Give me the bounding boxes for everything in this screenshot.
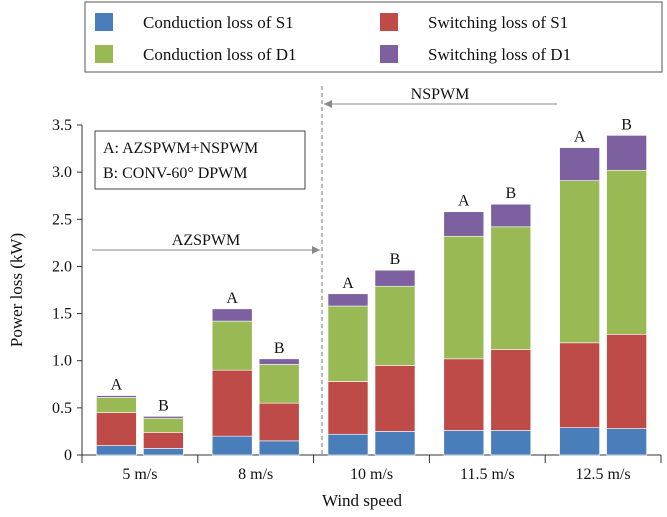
legend-swatch-4	[380, 45, 398, 63]
legend-label-1: Conduction loss of S1	[143, 13, 294, 32]
bar-segment	[374, 285, 416, 366]
bar-segment	[96, 395, 137, 398]
y-tick-label: 3.0	[52, 164, 72, 181]
bar-segment	[258, 440, 300, 456]
bar-segment	[211, 369, 253, 437]
bar-segment	[258, 364, 300, 404]
bar-segment	[211, 435, 253, 456]
y-tick-label: 1.0	[52, 353, 72, 370]
legend: Conduction loss of S1 Switching loss of S…	[84, 1, 663, 73]
bar-segment	[606, 169, 647, 335]
bar-segment	[606, 334, 647, 429]
x-tick-label: 8 m/s	[238, 466, 273, 483]
bar-label-a: A	[574, 129, 586, 146]
legend-label-4: Switching loss of D1	[428, 45, 571, 64]
y-tick-label: 2.0	[52, 258, 72, 275]
scheme-b-label: B: CONV-60° DPWM	[103, 165, 248, 182]
bar-segment	[374, 431, 416, 456]
x-tick-label: 12.5 m/s	[576, 466, 631, 483]
legend-label-2: Switching loss of S1	[428, 13, 568, 32]
bar-segment	[374, 269, 416, 287]
bar-segment	[143, 432, 184, 449]
bar-segment	[443, 235, 485, 360]
bar-label-b: B	[274, 340, 285, 357]
bar-label-a: A	[458, 193, 470, 210]
bar-label-b: B	[505, 185, 516, 202]
bar-segment	[327, 293, 369, 307]
scheme-legend-frame	[94, 130, 306, 190]
bar-segment	[490, 226, 532, 350]
bar-segment	[606, 135, 647, 171]
bar-segment	[143, 448, 184, 456]
bar-label-a: A	[111, 377, 123, 394]
bar-segment	[96, 412, 137, 446]
x-axis-title: Wind speed	[322, 491, 403, 510]
y-tick-label: 0	[64, 447, 72, 464]
bar-segment	[96, 397, 137, 413]
bar-label-b: B	[621, 116, 632, 133]
bar-segment	[559, 147, 600, 181]
bar-label-a: A	[226, 290, 238, 307]
azspwm-arrow	[92, 246, 320, 254]
legend-label-3: Conduction loss of D1	[143, 45, 296, 64]
legend-swatch-2	[380, 13, 398, 31]
bar-segment	[96, 445, 137, 456]
y-tick-label: 1.5	[52, 306, 72, 323]
x-tick-label: 10 m/s	[350, 466, 393, 483]
y-tick-label: 2.5	[52, 211, 72, 228]
bar-segment	[559, 427, 600, 456]
y-axis-title: Power loss (kW)	[7, 233, 26, 347]
bar-segment	[374, 365, 416, 432]
bar-segment	[490, 349, 532, 431]
bar-label-b: B	[390, 251, 401, 268]
bar-segment	[258, 358, 300, 365]
bar-label-a: A	[342, 275, 354, 292]
bar-segment	[211, 320, 253, 371]
bar-segment	[490, 430, 532, 456]
scheme-legend-box: A: AZSPWM+NSPWM B: CONV-60° DPWM	[94, 130, 306, 190]
scheme-a-label: A: AZSPWM+NSPWM	[103, 140, 258, 157]
bar-segment	[327, 381, 369, 435]
nspwm-arrow	[324, 100, 557, 108]
azspwm-label: AZSPWM	[172, 232, 240, 249]
legend-swatch-1	[95, 13, 113, 31]
bar-label-b: B	[158, 397, 169, 414]
bar-segment	[143, 417, 184, 433]
bar-segment	[559, 342, 600, 428]
legend-frame	[84, 1, 663, 73]
y-tick-label: 3.5	[52, 117, 72, 134]
bar-segment	[327, 433, 369, 456]
nspwm-label: NSPWM	[411, 86, 470, 103]
bar-segment	[443, 358, 485, 431]
bar-segment	[143, 416, 184, 419]
legend-swatch-3	[95, 45, 113, 63]
bar-segment	[211, 308, 253, 322]
bar-segment	[559, 180, 600, 344]
bar-segment	[327, 305, 369, 382]
x-tick-label: 11.5 m/s	[460, 466, 515, 483]
bar-segment	[258, 402, 300, 442]
x-tick-label: 5 m/s	[122, 466, 157, 483]
bar-segment	[443, 211, 485, 237]
bar-segment	[443, 430, 485, 456]
bar-segment	[606, 428, 647, 456]
bar-segment	[490, 203, 532, 228]
y-tick-label: 0.5	[52, 400, 72, 417]
